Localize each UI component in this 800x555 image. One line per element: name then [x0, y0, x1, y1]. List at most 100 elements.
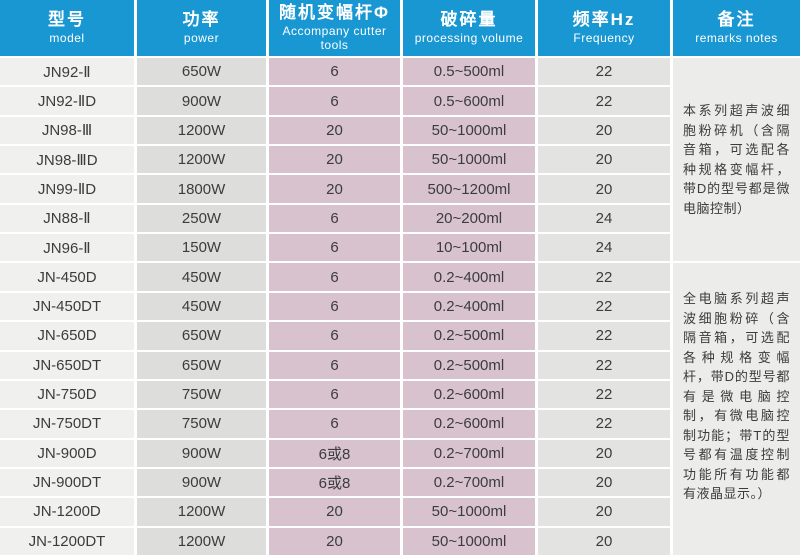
cell-cutter: 20: [269, 527, 400, 555]
header-remarks-en: remarks notes: [695, 30, 778, 45]
cell-power: 250W: [137, 204, 266, 233]
cell-volume: 0.2~500ml: [403, 322, 535, 350]
cell-model: JN-450D: [0, 263, 134, 291]
cell-power: 900W: [137, 439, 266, 467]
cell-power: 1200W: [137, 146, 266, 174]
cell-model: JN-650DT: [0, 351, 134, 379]
cell-cutter: 6: [269, 87, 400, 115]
cell-freq: 22: [538, 292, 670, 321]
header-cutter-tools: 随机变幅杆Φ Accompany cutter tools: [269, 0, 400, 56]
remarks-series-2: 全电脑系列超声波细胞粉碎（含隔音箱，可选配各种规格变幅杆，带D的型号都有是微电脑…: [673, 263, 800, 555]
cell-power: 750W: [137, 380, 266, 409]
header-remarks: 备注 remarks notes: [673, 0, 800, 56]
cell-volume: 0.2~500ml: [403, 351, 535, 379]
cell-freq: 22: [538, 87, 670, 115]
cell-volume: 50~1000ml: [403, 146, 535, 174]
cell-power: 650W: [137, 58, 266, 86]
cell-freq: 22: [538, 380, 670, 409]
cell-volume: 50~1000ml: [403, 498, 535, 526]
cell-volume: 50~1000ml: [403, 116, 535, 145]
cell-model: JN-650D: [0, 322, 134, 350]
cell-power: 450W: [137, 263, 266, 291]
cell-cutter: 6: [269, 234, 400, 262]
remarks-series-1: 本系列超声波细胞粉碎机（含隔音箱，可选配各种规格变幅杆，带D的型号都是微电脑控制…: [673, 58, 800, 262]
cell-volume: 0.2~400ml: [403, 263, 535, 291]
cell-model: JN-750D: [0, 380, 134, 409]
cell-power: 1800W: [137, 175, 266, 203]
cell-volume: 0.5~500ml: [403, 58, 535, 86]
cell-volume: 0.2~600ml: [403, 380, 535, 409]
cell-model: JN-1200DT: [0, 527, 134, 555]
cell-freq: 22: [538, 322, 670, 350]
cell-cutter: 6: [269, 410, 400, 438]
header-power: 功率 power: [137, 0, 266, 56]
cell-freq: 20: [538, 146, 670, 174]
cell-power: 450W: [137, 292, 266, 321]
header-model-en: model: [49, 30, 85, 45]
cell-cutter: 6或8: [269, 439, 400, 467]
cell-power: 900W: [137, 87, 266, 115]
cell-cutter: 6或8: [269, 468, 400, 497]
header-processing-volume-zh: 破碎量: [440, 10, 498, 30]
cell-freq: 24: [538, 204, 670, 233]
cell-cutter: 6: [269, 380, 400, 409]
header-power-zh: 功率: [182, 10, 221, 30]
header-cutter-tools-zh: 随机变幅杆Φ: [279, 3, 390, 23]
cell-power: 1200W: [137, 498, 266, 526]
cell-power: 1200W: [137, 116, 266, 145]
cell-model: JN92-ⅡD: [0, 87, 134, 115]
cell-model: JN-750DT: [0, 410, 134, 438]
cell-model: JN-900D: [0, 439, 134, 467]
cell-cutter: 6: [269, 263, 400, 291]
cell-cutter: 6: [269, 58, 400, 86]
cell-volume: 0.5~600ml: [403, 87, 535, 115]
cell-cutter: 20: [269, 175, 400, 203]
cell-volume: 0.2~700ml: [403, 439, 535, 467]
cell-model: JN-450DT: [0, 292, 134, 321]
cell-volume: 20~200ml: [403, 204, 535, 233]
cell-power: 150W: [137, 234, 266, 262]
header-model-zh: 型号: [48, 10, 86, 30]
header-cutter-tools-en: Accompany cutter tools: [282, 23, 387, 52]
cell-model: JN98-Ⅲ: [0, 116, 134, 145]
cell-freq: 20: [538, 439, 670, 467]
cell-freq: 24: [538, 234, 670, 262]
cell-power: 1200W: [137, 527, 266, 555]
header-frequency-en: Frequency: [573, 30, 635, 45]
header-frequency: 频率Hz Frequency: [538, 0, 670, 56]
cell-cutter: 20: [269, 498, 400, 526]
cell-freq: 22: [538, 351, 670, 379]
cell-cutter: 6: [269, 292, 400, 321]
cell-cutter: 20: [269, 116, 400, 145]
cell-freq: 20: [538, 527, 670, 555]
cell-freq: 20: [538, 175, 670, 203]
cell-model: JN-1200D: [0, 498, 134, 526]
cell-cutter: 6: [269, 204, 400, 233]
cell-freq: 22: [538, 410, 670, 438]
header-power-en: power: [183, 30, 220, 45]
cell-model: JN92-Ⅱ: [0, 58, 134, 86]
cell-model: JN88-Ⅱ: [0, 204, 134, 233]
cell-power: 750W: [137, 410, 266, 438]
header-frequency-zh: 频率Hz: [572, 10, 636, 30]
cell-cutter: 20: [269, 146, 400, 174]
cell-volume: 0.2~400ml: [403, 292, 535, 321]
cell-freq: 20: [538, 498, 670, 526]
cell-volume: 0.2~600ml: [403, 410, 535, 438]
header-remarks-zh: 备注: [717, 10, 756, 30]
cell-volume: 0.2~700ml: [403, 468, 535, 497]
cell-volume: 500~1200ml: [403, 175, 535, 203]
cell-model: JN96-Ⅱ: [0, 234, 134, 262]
cell-volume: 50~1000ml: [403, 527, 535, 555]
header-model: 型号 model: [0, 0, 134, 56]
cell-model: JN-900DT: [0, 468, 134, 497]
cell-model: JN99-ⅡD: [0, 175, 134, 203]
cell-volume: 10~100ml: [403, 234, 535, 262]
cell-freq: 20: [538, 468, 670, 497]
cell-power: 650W: [137, 322, 266, 350]
cell-freq: 20: [538, 116, 670, 145]
cell-model: JN98-ⅢD: [0, 146, 134, 174]
cell-freq: 22: [538, 58, 670, 86]
header-processing-volume: 破碎量 processing volume: [403, 0, 535, 56]
